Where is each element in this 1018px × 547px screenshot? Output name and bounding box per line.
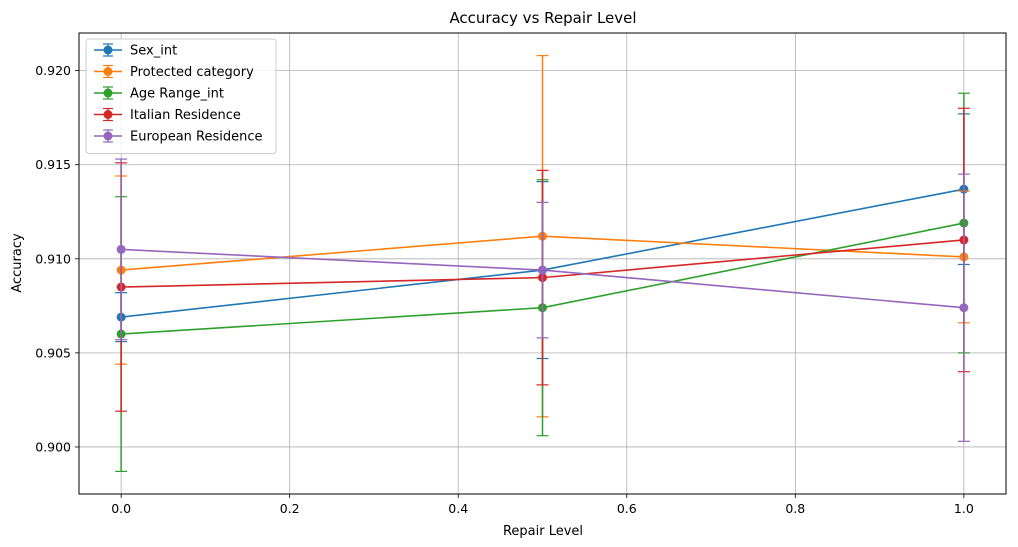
x-tick-label: 0.2 bbox=[280, 501, 300, 516]
series-layer bbox=[115, 54, 970, 473]
x-tick-label: 0.6 bbox=[617, 501, 637, 516]
legend: Sex_int Protected category Age Range_int It… bbox=[85, 38, 277, 154]
data-point bbox=[116, 244, 126, 254]
x-axis-label: Repair Level bbox=[503, 524, 583, 539]
y-tick-label: 0.915 bbox=[35, 157, 71, 172]
legend-item: Italian Residence bbox=[94, 107, 241, 123]
data-point bbox=[959, 303, 969, 313]
series-european-residence bbox=[115, 158, 970, 442]
legend-marker bbox=[103, 67, 113, 76]
x-tick-label: 0.4 bbox=[448, 501, 468, 516]
legend-marker bbox=[103, 88, 113, 98]
legend-item: Sex_int bbox=[94, 43, 177, 59]
legend-marker bbox=[103, 110, 113, 119]
legend-box bbox=[85, 38, 277, 154]
x-tick-label: 0.8 bbox=[785, 501, 805, 516]
data-point bbox=[538, 265, 547, 275]
x-tick-label: 0.0 bbox=[111, 501, 131, 516]
legend-item: Protected category bbox=[94, 64, 254, 80]
chart-title: Accuracy vs Repair Level bbox=[449, 9, 636, 27]
legend-item: European Residence bbox=[94, 129, 263, 145]
legend-marker bbox=[103, 131, 113, 141]
tick-layer: 0.0 0.2 0.4 0.6 0.8 1.0 0.900 0.905 0.910 0.915 0.… bbox=[35, 63, 974, 516]
legend-label: Sex_int bbox=[130, 44, 177, 59]
legend-label: European Residence bbox=[130, 130, 263, 145]
legend-marker bbox=[103, 45, 113, 55]
legend-label: Age Range_int bbox=[130, 87, 224, 102]
y-tick-label: 0.920 bbox=[35, 63, 71, 78]
y-tick-label: 0.900 bbox=[35, 439, 71, 454]
y-axis-label: Accuracy bbox=[10, 233, 25, 293]
legend-label: Italian Residence bbox=[130, 108, 241, 123]
x-tick-label: 1.0 bbox=[954, 501, 974, 516]
y-tick-label: 0.905 bbox=[35, 345, 71, 360]
y-tick-label: 0.910 bbox=[35, 251, 71, 266]
legend-label: Protected category bbox=[130, 65, 254, 80]
plot-frame bbox=[78, 32, 1007, 495]
legend-item: Age Range_int bbox=[94, 86, 224, 102]
